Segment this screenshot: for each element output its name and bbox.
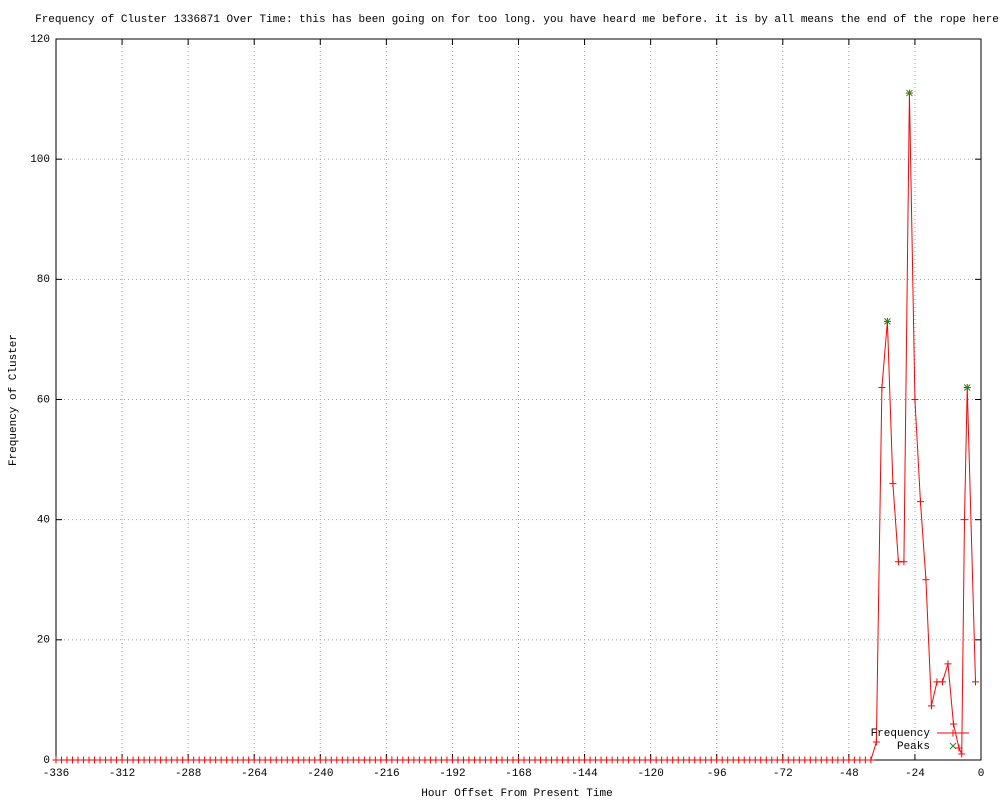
y-tick-label: 120 xyxy=(30,34,50,46)
data-point xyxy=(867,756,875,764)
x-tick-label: -168 xyxy=(505,768,531,780)
data-point xyxy=(955,744,963,752)
y-axis-label: Frequency of Cluster xyxy=(8,334,20,466)
chart-title: Frequency of Cluster 1336871 Over Time: … xyxy=(35,14,999,26)
data-point xyxy=(960,516,968,524)
y-tick-label: 100 xyxy=(30,154,50,166)
x-tick-label: -288 xyxy=(175,768,201,780)
data-point xyxy=(906,89,913,97)
legend-label: Peaks xyxy=(897,741,930,753)
y-tick-label: 0 xyxy=(43,755,50,767)
x-axis-label: Hour Offset From Present Time xyxy=(421,788,612,800)
legend-marker xyxy=(949,729,957,737)
data-point xyxy=(963,384,971,391)
legend-label: Frequency xyxy=(871,728,931,740)
x-tick-label: -216 xyxy=(373,768,399,780)
y-tick-label: 20 xyxy=(37,635,50,647)
data-point xyxy=(884,318,891,325)
x-tick-label: -312 xyxy=(109,768,135,780)
data-point xyxy=(872,738,880,746)
y-tick-label: 80 xyxy=(37,274,50,286)
x-tick-label: -120 xyxy=(637,768,663,780)
x-tick-label: 0 xyxy=(978,768,985,780)
x-tick-label: -24 xyxy=(905,768,925,780)
data-point xyxy=(927,702,935,710)
y-tick-label: 40 xyxy=(37,515,50,527)
x-tick-label: -336 xyxy=(43,768,69,780)
data-point xyxy=(922,576,930,584)
x-tick-label: -240 xyxy=(307,768,333,780)
legend-marker xyxy=(949,742,957,750)
x-tick-label: -48 xyxy=(839,768,859,780)
x-tick-label: -264 xyxy=(241,768,268,780)
data-point xyxy=(911,396,919,403)
data-point xyxy=(916,498,924,506)
data-point xyxy=(889,480,897,488)
x-tick-label: -192 xyxy=(439,768,465,780)
data-point xyxy=(944,660,952,668)
x-tick-label: -72 xyxy=(773,768,793,780)
data-point xyxy=(938,678,946,686)
x-tick-label: -96 xyxy=(707,768,727,780)
data-point xyxy=(900,558,908,566)
data-point xyxy=(949,720,957,728)
data-point xyxy=(971,678,979,686)
x-tick-label: -144 xyxy=(571,768,598,780)
y-tick-label: 60 xyxy=(37,394,50,406)
data-point xyxy=(878,383,886,391)
data-point xyxy=(958,750,966,758)
